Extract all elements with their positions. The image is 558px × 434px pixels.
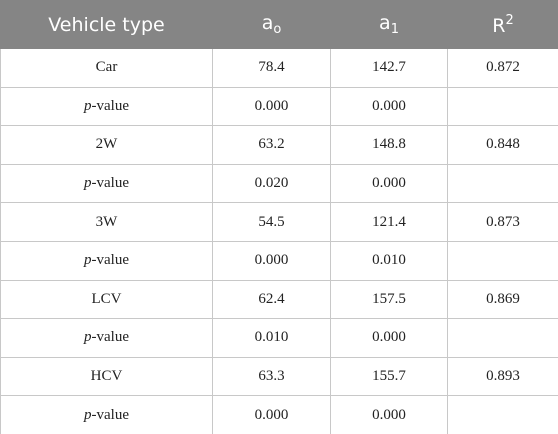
cell-text: -value: [91, 252, 129, 269]
table-cell: p-value: [0, 240, 213, 281]
header-cell: Vehicle type: [0, 0, 213, 49]
table-cell: 63.2: [212, 125, 331, 165]
table-cell: 0.000: [330, 318, 448, 358]
table-cell: 0.000: [330, 163, 448, 204]
table-cell: 3W: [0, 202, 213, 242]
cell-text: a: [379, 12, 391, 34]
table-row: LCV 62.4 157.5 0.869: [0, 279, 558, 320]
cell-text: R: [492, 14, 506, 37]
table-cell: 0.872: [447, 48, 558, 88]
subscript: o: [273, 22, 282, 37]
table-cell: 0.010: [330, 240, 448, 281]
cell-text: -value: [91, 175, 129, 192]
italic-text: p: [84, 175, 92, 192]
table-cell: p-value: [0, 318, 213, 358]
cell-text: a: [261, 12, 274, 34]
table-cell: LCV: [0, 279, 213, 320]
table-cell: 0.020: [212, 163, 331, 204]
table-cell: 0.873: [447, 202, 558, 242]
table-cell: 54.5: [212, 202, 331, 242]
table-cell: p-value: [0, 86, 213, 127]
header-cell: a1: [330, 0, 448, 49]
table-cell: 148.8: [330, 125, 448, 165]
table-cell: [447, 240, 558, 281]
table-cell: 157.5: [330, 279, 448, 320]
italic-text: p: [84, 406, 92, 423]
table-row: p-value 0.000 0.010: [0, 240, 558, 281]
subscript: 1: [390, 22, 399, 37]
table-cell: [447, 318, 558, 358]
table-cell: 0.000: [330, 395, 448, 434]
cell-text: -value: [91, 406, 129, 423]
cell-text: -value: [91, 329, 129, 346]
table-body: Car 78.4 142.7 0.872 p-value 0.000 0.000 2W 63.2…: [0, 48, 558, 434]
table-cell: 0.848: [447, 125, 558, 165]
table-cell: 0.010: [212, 318, 331, 358]
table-cell: [447, 395, 558, 434]
table-cell: 0.000: [212, 86, 331, 127]
table-cell: Car: [0, 48, 213, 88]
header-cell: ao: [212, 0, 331, 49]
table-cell: [447, 163, 558, 204]
table-cell: 155.7: [330, 356, 448, 397]
italic-text: p: [84, 97, 92, 114]
table-row: p-value 0.000 0.000: [0, 395, 558, 434]
italic-text: p: [84, 252, 92, 269]
table-cell: p-value: [0, 395, 213, 434]
table-row: 2W 63.2 148.8 0.848: [0, 125, 558, 165]
table-cell: p-value: [0, 163, 213, 204]
table-cell: 62.4: [212, 279, 331, 320]
header-row: Vehicle type ao a1 R2: [0, 0, 558, 49]
table-row: Car 78.4 142.7 0.872: [0, 48, 558, 88]
cell-text: -value: [91, 97, 129, 114]
table-row: HCV 63.3 155.7 0.893: [0, 356, 558, 397]
table-row: 3W 54.5 121.4 0.873: [0, 202, 558, 242]
table-row: p-value 0.020 0.000: [0, 163, 558, 204]
table-cell: 121.4: [330, 202, 448, 242]
table-cell: 0.893: [447, 356, 558, 397]
superscript: 2: [505, 12, 514, 28]
table-cell: 0.000: [212, 240, 331, 281]
table-cell: 0.000: [330, 86, 448, 127]
table-cell: 0.000: [212, 395, 331, 434]
table-row: p-value 0.010 0.000: [0, 318, 558, 358]
header-cell: R2: [447, 0, 558, 49]
italic-text: p: [84, 329, 92, 346]
table-cell: HCV: [0, 356, 213, 397]
table-cell: 0.869: [447, 279, 558, 320]
table-cell: 2W: [0, 125, 213, 165]
table-cell: 142.7: [330, 48, 448, 88]
table-cell: 63.3: [212, 356, 331, 397]
table-cell: [447, 86, 558, 127]
table-row: p-value 0.000 0.000: [0, 86, 558, 127]
table-cell: 78.4: [212, 48, 331, 88]
